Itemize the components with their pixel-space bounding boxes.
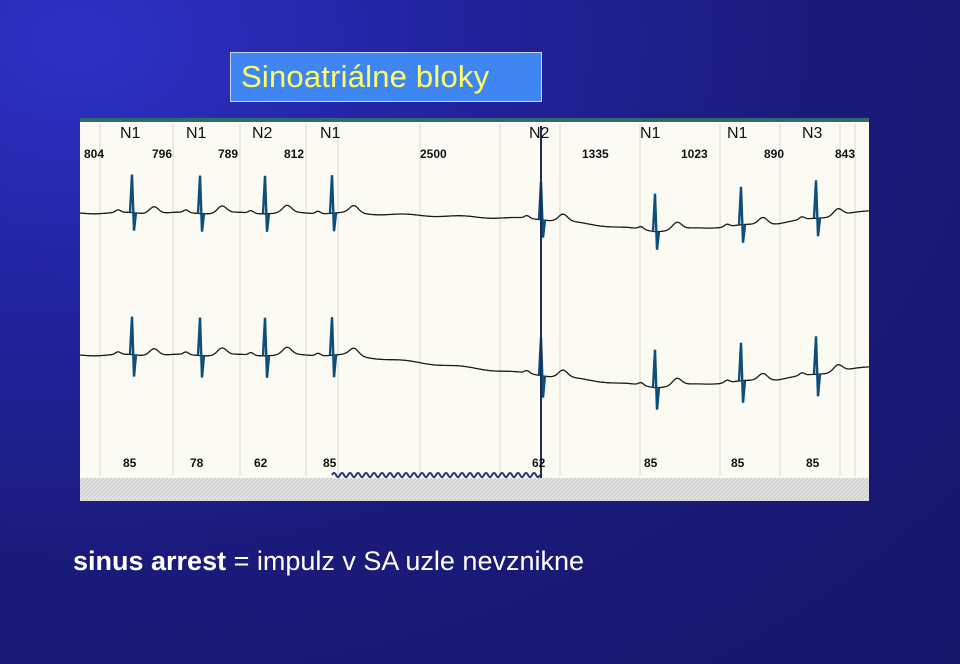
- rr-interval: 2500: [420, 147, 447, 161]
- qrs-complex: [812, 180, 822, 237]
- slide-caption: sinus arrest = impulz v SA uzle nevznikn…: [73, 546, 584, 577]
- qrs-complex: [737, 342, 747, 403]
- heart-rate: 78: [190, 456, 204, 470]
- rr-interval: 1023: [681, 147, 708, 161]
- rr-interval: 804: [84, 147, 104, 161]
- slide-title-box: Sinoatriálne bloky: [230, 52, 542, 102]
- heart-rate: 85: [123, 456, 137, 470]
- ecg-top-band: [80, 118, 869, 122]
- pause-wavy-marker: [331, 472, 541, 478]
- heart-rate: 62: [254, 456, 268, 470]
- rr-interval: 796: [152, 147, 172, 161]
- ecg-strip: N1 N1 N2 N1 N2 N1 N1 N3 804 796 789 812 …: [80, 118, 869, 501]
- slide-title: Sinoatriálne bloky: [241, 59, 490, 94]
- beat-label: N2: [252, 125, 273, 142]
- qrs-complex: [261, 317, 271, 378]
- rr-interval: 843: [835, 147, 855, 161]
- qrs-complex: [651, 193, 661, 250]
- heart-rate: 62: [532, 456, 546, 470]
- beat-label: N1: [120, 125, 141, 142]
- rr-interval: 812: [284, 147, 304, 161]
- qrs-complex: [328, 317, 338, 378]
- beat-label: N1: [640, 125, 661, 142]
- rr-interval: 1335: [582, 147, 609, 161]
- qrs-complex: [812, 336, 822, 397]
- qrs-complex: [261, 175, 271, 232]
- caption-term: sinus arrest: [73, 546, 227, 576]
- heart-rate: 85: [323, 456, 337, 470]
- qrs-complex: [128, 174, 138, 231]
- qrs-complex: [196, 317, 206, 378]
- heart-rate: 85: [731, 456, 745, 470]
- qrs-complex: [196, 175, 206, 232]
- ecg-svg: N1 N1 N2 N1 N2 N1 N1 N3 804 796 789 812 …: [80, 118, 869, 501]
- rr-interval: 890: [764, 147, 784, 161]
- ecg-lead-2: [80, 316, 869, 410]
- ecg-bottom-band: [80, 478, 869, 501]
- caption-definition: = impulz v SA uzle nevznikne: [226, 546, 585, 576]
- beat-label: N1: [727, 125, 748, 142]
- ecg-trace: [80, 204, 869, 233]
- ecg-grid: [99, 124, 856, 476]
- rr-interval: 789: [218, 147, 238, 161]
- beat-label: N2: [529, 125, 550, 142]
- qrs-complex: [128, 316, 138, 377]
- heart-rate: 85: [806, 456, 820, 470]
- qrs-complex: [328, 175, 338, 232]
- ecg-trace: [80, 346, 869, 389]
- beat-label: N3: [802, 125, 823, 142]
- beat-label: N1: [186, 125, 207, 142]
- beat-label: N1: [320, 125, 341, 142]
- heart-rate: 85: [644, 456, 658, 470]
- ecg-lead-1: [80, 174, 869, 250]
- qrs-complex: [651, 349, 661, 410]
- qrs-complex: [737, 186, 747, 243]
